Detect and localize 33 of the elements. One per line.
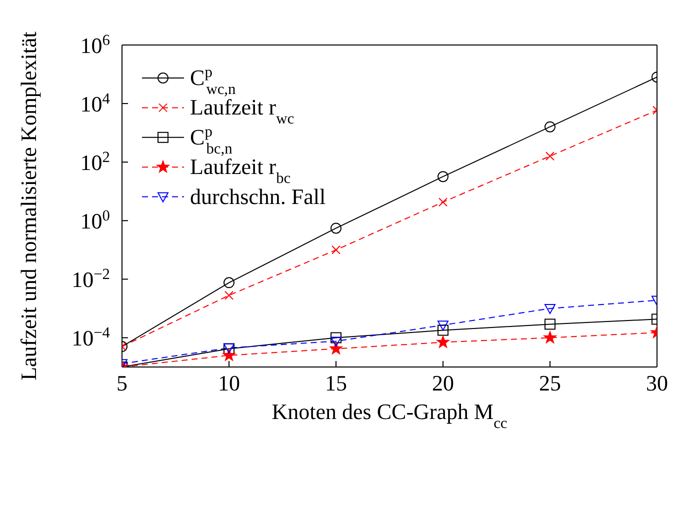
point bbox=[330, 332, 342, 344]
point bbox=[222, 348, 236, 361]
point bbox=[330, 222, 342, 234]
x-axis-title: Knoten des CC-Graph M$_{cc}$ bbox=[272, 399, 508, 432]
point bbox=[438, 198, 448, 207]
point bbox=[438, 171, 448, 182]
x-tick-label: 20 bbox=[432, 370, 454, 396]
point bbox=[330, 342, 342, 354]
y-tick-label: 10$^{4}$ bbox=[80, 90, 110, 117]
point bbox=[436, 336, 450, 348]
y-tick-label: 10$^{0}$ bbox=[80, 207, 110, 234]
y-tick-label: 10$^{2}$ bbox=[80, 148, 110, 176]
x-tick-label: 5 bbox=[116, 370, 128, 396]
legend-label: Laufzeit r$_{wc}$ bbox=[190, 94, 294, 128]
point bbox=[224, 290, 234, 300]
point bbox=[330, 336, 342, 347]
y-tick-label: 10$^{−4}$ bbox=[72, 324, 110, 351]
x-tick-label: 30 bbox=[646, 370, 668, 396]
x-tick-label: 10 bbox=[218, 370, 240, 396]
y-axis-title: Laufzeit und normalisierte Komplexität bbox=[16, 32, 41, 380]
point bbox=[544, 304, 556, 314]
point bbox=[544, 318, 556, 330]
point bbox=[224, 277, 234, 288]
x-tick-label: 25 bbox=[539, 370, 561, 396]
point bbox=[546, 152, 554, 161]
point bbox=[438, 324, 448, 336]
y-tick-label: 10$^{−2}$ bbox=[72, 266, 110, 292]
y-tick-label: 10$^{6}$ bbox=[80, 32, 110, 58]
point bbox=[438, 320, 448, 331]
point bbox=[544, 121, 556, 132]
point bbox=[332, 245, 340, 254]
point bbox=[544, 331, 556, 344]
x-tick-label: 15 bbox=[325, 370, 347, 396]
